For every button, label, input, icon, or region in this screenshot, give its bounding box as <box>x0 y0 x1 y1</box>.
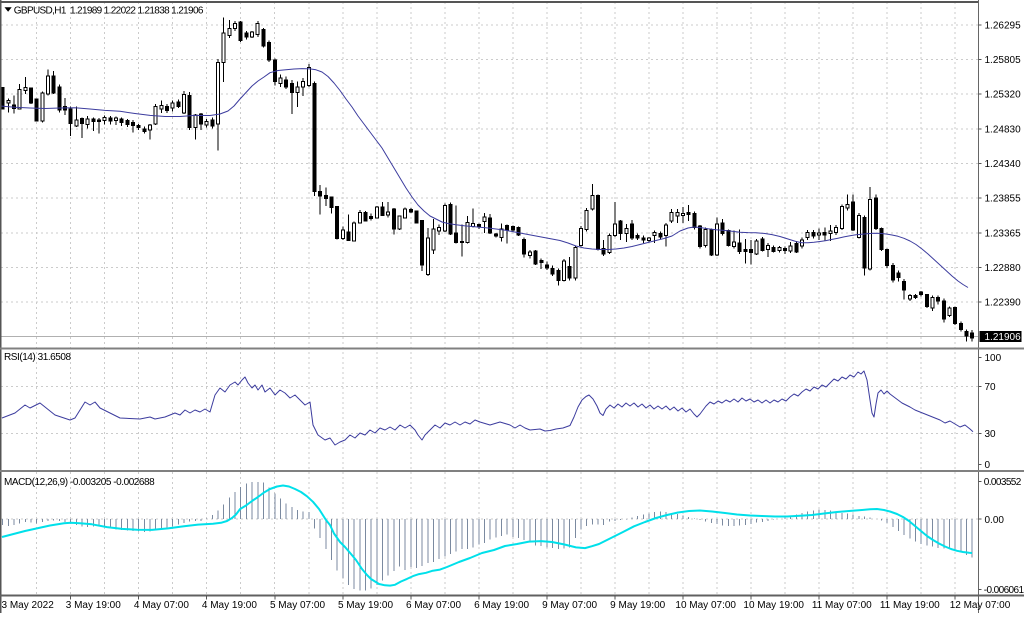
svg-text:1.22390: 1.22390 <box>985 298 1022 309</box>
svg-text:0: 0 <box>985 460 991 471</box>
svg-text:9 May 07:00: 9 May 07:00 <box>542 600 597 611</box>
svg-text:6 May 07:00: 6 May 07:00 <box>406 600 461 611</box>
svg-text:12 May 07:00: 12 May 07:00 <box>950 600 1011 611</box>
svg-text:0.00: 0.00 <box>985 515 1005 526</box>
svg-text:11 May 19:00: 11 May 19:00 <box>880 600 940 611</box>
svg-text:1.21906: 1.21906 <box>985 332 1022 343</box>
svg-text:30: 30 <box>985 429 997 440</box>
svg-text:5 May 19:00: 5 May 19:00 <box>338 600 393 611</box>
svg-text:1.23855: 1.23855 <box>985 194 1022 205</box>
svg-text:0.003552: 0.003552 <box>984 477 1022 488</box>
svg-text:4 May 19:00: 4 May 19:00 <box>202 600 257 611</box>
svg-text:1.24340: 1.24340 <box>985 159 1022 170</box>
svg-text:3 May 2022: 3 May 2022 <box>2 600 55 611</box>
svg-text:1.22880: 1.22880 <box>985 263 1022 274</box>
svg-text:1.23365: 1.23365 <box>985 228 1022 239</box>
svg-text:RSI(14) 31.6508: RSI(14) 31.6508 <box>4 352 72 363</box>
svg-text:6 May 19:00: 6 May 19:00 <box>474 600 529 611</box>
svg-text:4 May 07:00: 4 May 07:00 <box>134 600 189 611</box>
svg-text:1.25805: 1.25805 <box>985 55 1022 66</box>
svg-text:1.25320: 1.25320 <box>985 90 1022 101</box>
svg-text:GBPUSD,H1 1.21989 1.22022 1.2: GBPUSD,H1 1.21989 1.22022 1.21838 1.2190… <box>14 6 204 17</box>
svg-text:MACD(12,26,9) -0.003205 -0.002: MACD(12,26,9) -0.003205 -0.002688 <box>4 477 155 488</box>
svg-text:9 May 19:00: 9 May 19:00 <box>610 600 665 611</box>
svg-text:-0.006061: -0.006061 <box>984 585 1024 596</box>
svg-text:10 May 19:00: 10 May 19:00 <box>743 600 804 611</box>
svg-text:1.26295: 1.26295 <box>985 20 1022 31</box>
svg-text:11 May 07:00: 11 May 07:00 <box>812 600 872 611</box>
svg-text:5 May 07:00: 5 May 07:00 <box>270 600 325 611</box>
svg-text:3 May 19:00: 3 May 19:00 <box>66 600 121 611</box>
svg-text:70: 70 <box>985 382 997 393</box>
svg-text:1.24830: 1.24830 <box>985 124 1022 135</box>
svg-text:10 May 07:00: 10 May 07:00 <box>675 600 736 611</box>
svg-text:100: 100 <box>985 353 1002 364</box>
